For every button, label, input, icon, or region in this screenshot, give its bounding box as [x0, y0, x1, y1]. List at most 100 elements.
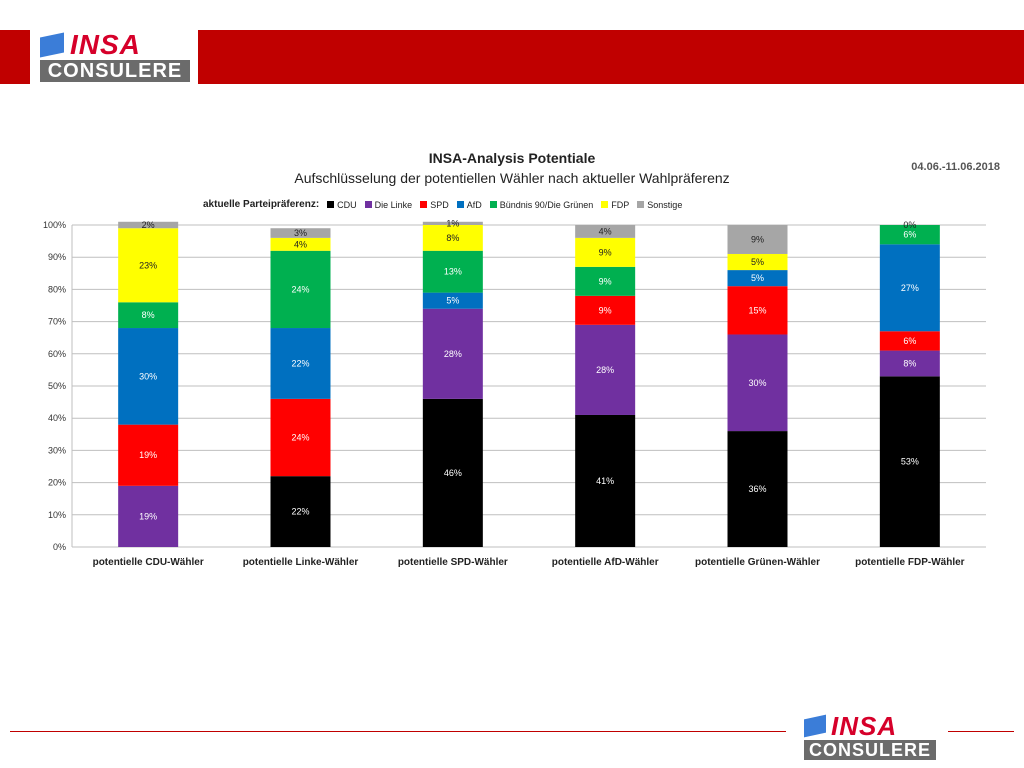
data-label: 9% [599, 305, 612, 315]
footer-line-left [10, 731, 786, 732]
legend-item-afd: AfD [456, 199, 482, 210]
bar-segment-cdu [727, 431, 788, 547]
bar-segment-fdp [422, 225, 483, 251]
y-tick-label: 80% [48, 284, 66, 294]
data-label: 46% [444, 468, 462, 478]
data-label: 0% [903, 220, 916, 230]
data-label: 1% [446, 218, 459, 228]
bar-segment-sonstige [727, 225, 788, 254]
data-label: 3% [294, 228, 307, 238]
stacked-bar-chart: 0% 10% 20% 30% 40% 50% 60% 70% 80% 90% 100% 19% 19% 3… [43, 218, 986, 568]
bar-segment-die-linke [422, 308, 483, 399]
chart-title: INSA-Analysis Potentiale [428, 150, 596, 166]
data-label: 5% [751, 273, 764, 283]
bar-segment-bündnis-90-die-grünen [118, 302, 179, 329]
bar-segment-fdp [575, 237, 636, 267]
chart-legend: aktuelle Parteipräferenz: CDU Die Linke SP… [203, 199, 690, 210]
bar-segment-afd [727, 270, 788, 287]
legend-label: FDP [611, 199, 630, 210]
legend-item-bündnis-90-die-grünen: Bündnis 90/Die Grünen [489, 199, 594, 210]
y-tick-label: 90% [48, 252, 66, 262]
legend-item-fdp: FDP [601, 200, 629, 210]
bar-segment-afd [118, 328, 179, 425]
bar-segment-bündnis-90-die-grünen [422, 250, 483, 293]
legend-swatch [456, 201, 464, 208]
legend-label: AfD [466, 199, 482, 210]
data-label: 8% [142, 310, 155, 320]
logo-consulere-text: CONSULERE [40, 60, 190, 82]
data-label: 24% [291, 284, 309, 294]
x-tick-label: potentielle FDP-Wähler [855, 557, 965, 568]
legend-title: aktuelle Parteipräferenz: [203, 199, 320, 210]
bar-segment-cdu [575, 414, 636, 547]
bar-segment-die-linke [727, 334, 788, 432]
data-label: 19% [139, 511, 157, 521]
legend-item-cdu: CDU [327, 200, 357, 210]
data-label: 6% [903, 336, 916, 346]
data-label: 8% [446, 233, 459, 243]
insa-consulere-footer-logo: INSA CONSULERE [798, 712, 940, 764]
legend-item-spd: SPD [420, 200, 449, 210]
y-tick-label: 40% [48, 413, 66, 423]
logo-consulere-text: CONSULERE [804, 740, 936, 760]
legend-swatch [420, 201, 428, 208]
data-label: 2% [142, 220, 155, 230]
bar-segment-sonstige [422, 221, 483, 225]
bar-segment-spd [270, 398, 331, 477]
data-label: 41% [596, 476, 614, 486]
bar-segment-cdu [879, 376, 940, 547]
data-label: 19% [139, 450, 157, 460]
y-tick-label: 0% [53, 542, 66, 552]
logo-insa-text: INSA [70, 29, 141, 60]
bar-segment-fdp [270, 237, 331, 251]
data-label: 36% [748, 484, 766, 494]
insa-consulere-logo: INSA CONSULERE [30, 30, 198, 84]
bar-segment-cdu [270, 476, 331, 547]
footer-line-right [948, 731, 1014, 732]
survey-date: 04.06.-11.06.2018 [911, 161, 1000, 173]
bar-segment-sonstige [118, 221, 179, 229]
legend-swatch [327, 201, 335, 208]
x-tick-label: potentielle Grünen-Wähler [695, 557, 820, 568]
y-tick-label: 100% [43, 220, 66, 230]
chart-subtitle: Aufschlüsselung der potentiellen Wähler … [294, 170, 730, 186]
data-label: 22% [291, 358, 309, 368]
bar-segment-spd [118, 424, 179, 486]
data-label: 27% [901, 283, 919, 293]
data-label: 4% [599, 226, 612, 236]
legend-swatch [364, 201, 372, 208]
bar-segment-bündnis-90-die-grünen [270, 250, 331, 329]
bar-segment-afd [270, 328, 331, 399]
legend-item-sonstige: Sonstige [637, 200, 682, 210]
data-label: 9% [751, 234, 764, 244]
logo-insa-text: INSA [831, 711, 898, 741]
data-label: 53% [901, 457, 919, 467]
data-label: 22% [291, 507, 309, 517]
data-label: 28% [596, 365, 614, 375]
data-label: 4% [294, 239, 307, 249]
y-tick-label: 20% [48, 478, 66, 488]
bar-segment-cdu [422, 398, 483, 547]
y-tick-label: 60% [48, 349, 66, 359]
data-label: 5% [446, 296, 459, 306]
y-tick-label: 30% [48, 445, 66, 455]
data-label: 28% [444, 349, 462, 359]
data-label: 8% [903, 358, 916, 368]
legend-label: Bündnis 90/Die Grünen [499, 199, 594, 210]
data-label: 15% [748, 305, 766, 315]
data-label: 23% [139, 260, 157, 270]
legend-swatch [601, 201, 609, 208]
bar-segment-spd [879, 331, 940, 351]
bar-segment-spd [575, 295, 636, 325]
bar-segment-afd [422, 292, 483, 309]
legend-label: Die Linke [374, 199, 413, 210]
data-label: 30% [139, 371, 157, 381]
y-tick-label: 50% [48, 381, 66, 391]
bar-segment-sonstige [575, 225, 636, 238]
x-tick-label: potentielle AfD-Wähler [552, 557, 659, 568]
bar-segment-sonstige [270, 228, 331, 238]
data-label: 9% [599, 247, 612, 257]
bar-segment-bündnis-90-die-grünen [575, 266, 636, 296]
legend-item-die-linke: Die Linke [364, 199, 413, 210]
data-label: 24% [291, 433, 309, 443]
